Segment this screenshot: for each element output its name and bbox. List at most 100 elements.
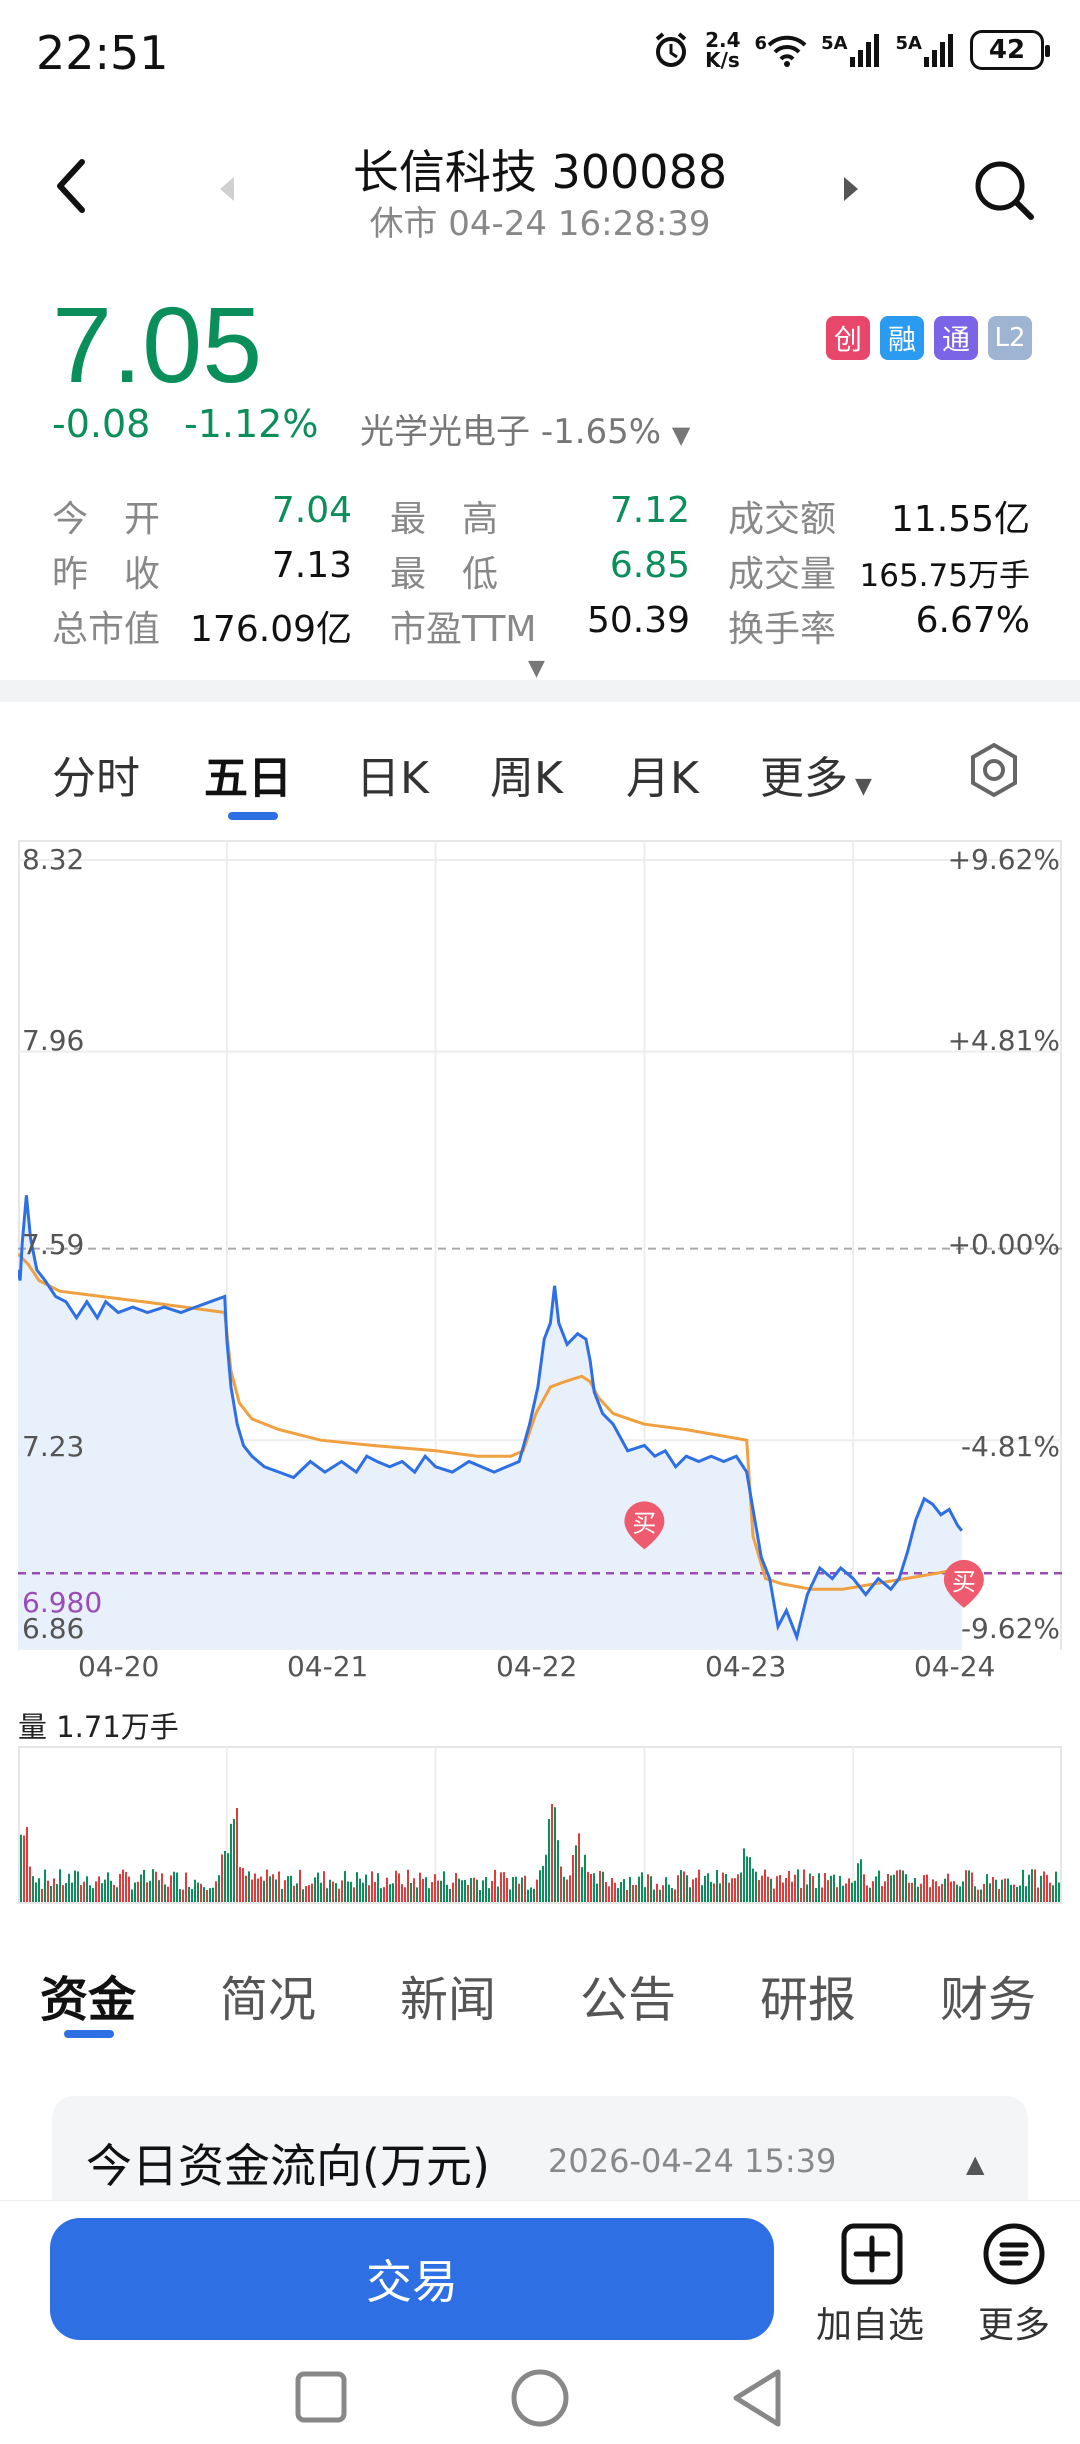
volume-chart <box>18 1746 1062 1904</box>
back-arrow-icon[interactable] <box>52 158 92 214</box>
price-change: -0.08 <box>52 402 151 446</box>
volume-bar <box>392 1883 394 1902</box>
volume-bar <box>359 1878 361 1902</box>
tab-monthly-k[interactable]: 月K <box>626 753 699 804</box>
status-icons: 2.4 K/s 6 5A 5A 42 <box>651 30 1050 70</box>
volume-bar <box>470 1878 472 1902</box>
expand-stats-icon[interactable]: ▼ <box>528 656 545 681</box>
volume-bar <box>899 1869 901 1902</box>
volume-bar <box>743 1848 745 1902</box>
volume-bar <box>389 1884 391 1902</box>
tab-fund[interactable]: 资金 <box>40 1972 137 2028</box>
volume-bar <box>65 1883 67 1902</box>
volume-bar <box>161 1873 163 1902</box>
volume-bar <box>218 1875 220 1902</box>
volume-bar <box>473 1877 475 1902</box>
add-watchlist-label[interactable]: 加自选 <box>816 2305 925 2346</box>
volume-bar <box>614 1882 616 1902</box>
volume-bar <box>719 1883 721 1902</box>
home-icon[interactable] <box>510 2368 570 2428</box>
volume-bar <box>668 1884 670 1902</box>
volume-bar <box>692 1879 694 1902</box>
volume-bar <box>257 1878 259 1902</box>
volume-bar <box>701 1885 703 1902</box>
low-label: 最 低 <box>390 554 499 595</box>
volume-bar <box>212 1887 214 1902</box>
volume-bar <box>1022 1869 1024 1902</box>
volume-border <box>18 1746 1062 1904</box>
volume-bar <box>818 1873 820 1902</box>
next-stock-icon[interactable] <box>842 176 860 202</box>
volume-bar <box>941 1883 943 1902</box>
volume-bar <box>458 1878 460 1902</box>
volume-bar <box>98 1876 100 1902</box>
more-menu-icon[interactable] <box>982 2222 1046 2286</box>
caret-down-icon: ▼ <box>848 774 872 799</box>
tab-more[interactable]: 更多 ▼ <box>760 742 872 806</box>
volume-bar <box>638 1876 640 1902</box>
prev-close-label: 昨 收 <box>52 554 161 595</box>
back-nav-icon[interactable] <box>730 2368 784 2428</box>
volume-bar <box>515 1876 517 1902</box>
volume-bar <box>578 1833 580 1902</box>
volume-bar <box>1052 1885 1054 1902</box>
volume-bar <box>485 1876 487 1902</box>
volume-bar <box>656 1883 658 1902</box>
volume-bar <box>23 1835 25 1902</box>
tab-news[interactable]: 新闻 <box>400 1972 497 2028</box>
volume-bar <box>662 1885 664 1902</box>
tab-research[interactable]: 研报 <box>760 1972 857 2028</box>
volume-bar <box>437 1880 439 1902</box>
volume-bar <box>557 1840 559 1902</box>
volume-bar <box>965 1870 967 1902</box>
sector[interactable]: 光学光电子 -1.65% ▼ <box>360 404 690 453</box>
volume-bar <box>632 1884 634 1902</box>
volume-bar <box>881 1886 883 1902</box>
volume-bar <box>347 1881 349 1902</box>
tab-daily-k[interactable]: 日K <box>356 753 429 804</box>
volume-bar <box>299 1869 301 1902</box>
prev-stock-icon[interactable] <box>218 176 236 202</box>
volume-bar <box>608 1886 610 1902</box>
volume-bar <box>167 1886 169 1902</box>
volume-bar <box>113 1885 115 1902</box>
volume-bar <box>284 1880 286 1902</box>
volume-bar <box>878 1870 880 1902</box>
volume-bar <box>401 1884 403 1902</box>
status-time: 22:51 <box>36 26 169 80</box>
volume-bar <box>242 1868 244 1902</box>
alarm-icon <box>655 32 687 67</box>
recent-apps-icon[interactable] <box>294 2370 348 2424</box>
volume-bar <box>959 1886 961 1902</box>
volume-bar <box>332 1881 334 1902</box>
tab-intraday[interactable]: 分时 <box>52 753 140 804</box>
tab-announcements[interactable]: 公告 <box>580 1972 677 2028</box>
volume-bar <box>20 1834 22 1902</box>
tab-weekly-k[interactable]: 周K <box>490 753 563 804</box>
volume-bar <box>848 1878 850 1902</box>
volume-bar <box>44 1869 46 1902</box>
add-watchlist-icon[interactable] <box>840 2222 904 2286</box>
trade-button[interactable]: 交易 <box>50 2218 774 2340</box>
tab-profile[interactable]: 简况 <box>220 1972 317 2028</box>
volume-bar <box>38 1878 40 1902</box>
volume-bar <box>911 1882 913 1902</box>
volume-bar <box>371 1871 373 1902</box>
volume-bar <box>224 1850 226 1902</box>
volume-bar <box>383 1887 385 1902</box>
volume-bar <box>710 1881 712 1902</box>
tab-five-day[interactable]: 五日 <box>204 753 292 804</box>
search-icon[interactable] <box>972 158 1036 222</box>
more-label[interactable]: 更多 <box>978 2305 1051 2346</box>
volume-bar <box>680 1870 682 1902</box>
volume-bar <box>800 1887 802 1902</box>
collapse-icon[interactable]: ▲ <box>966 2150 985 2178</box>
five-day-chart[interactable]: 买买 <box>18 840 1062 1650</box>
volume-bar <box>914 1878 916 1902</box>
chart-settings-icon[interactable] <box>966 742 1022 798</box>
tab-finance[interactable]: 财务 <box>940 1972 1037 2028</box>
volume-bar <box>446 1884 448 1902</box>
marker-line-label: 6.980 <box>22 1586 103 1619</box>
volume-bar <box>659 1889 661 1902</box>
volume-bar <box>62 1885 64 1902</box>
